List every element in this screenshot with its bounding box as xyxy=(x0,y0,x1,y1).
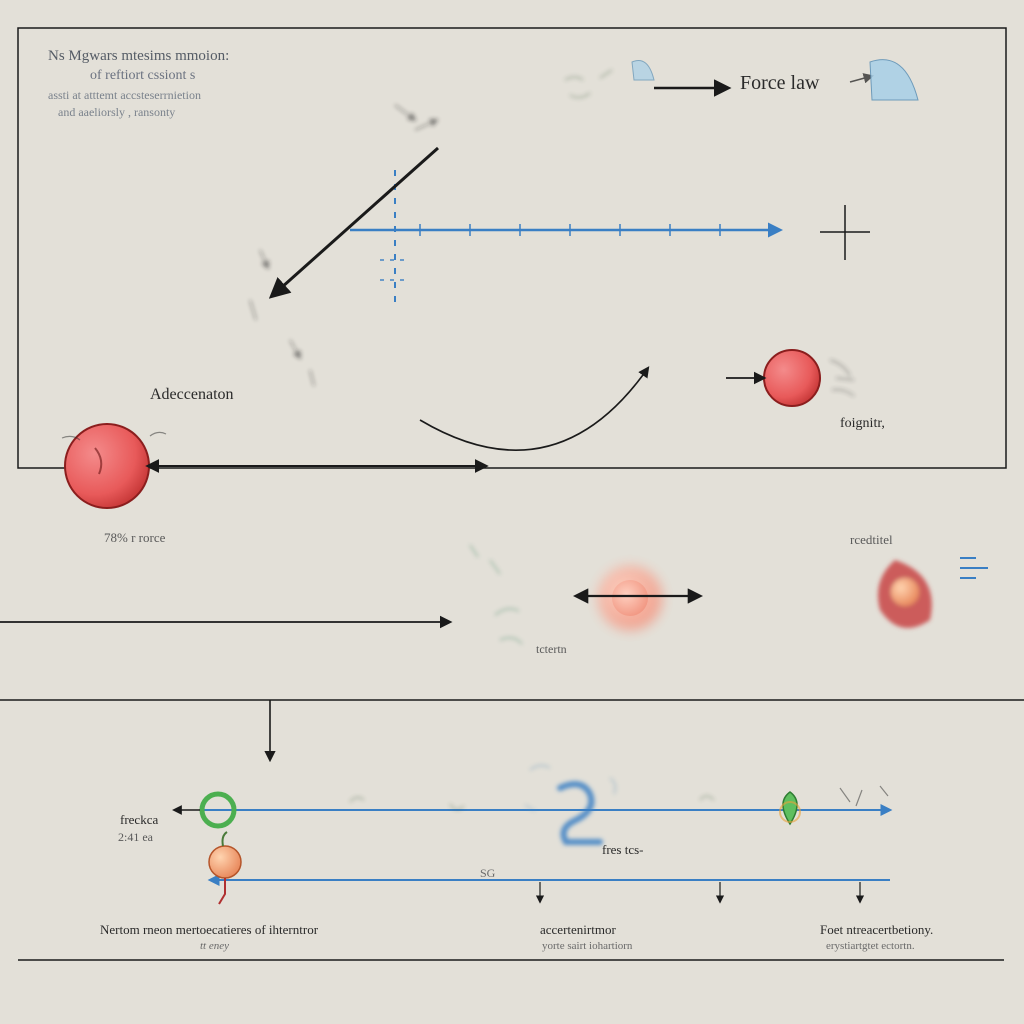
freekca-num: 2:41 ea xyxy=(118,830,153,845)
title-line4: and aaeliorsly , ransonty xyxy=(58,105,175,120)
diagram-canvas xyxy=(0,0,1024,1024)
ball-soft-red-core xyxy=(612,580,648,616)
foigrite-label: foignitr, xyxy=(840,416,885,432)
caption-2-sub: yorte sairt iohartiorn xyxy=(542,940,632,952)
force-law-label: Force law xyxy=(740,72,819,95)
force-78-label: 78% r rorce xyxy=(104,530,165,546)
caption-3-sub: erystiartgtet ectortn. xyxy=(826,940,915,952)
caption-1-sub: tt eney xyxy=(200,940,229,952)
freekca-label: freckca xyxy=(120,812,158,828)
caption-1: Nertom rneon mertoecatieres of ihterntro… xyxy=(100,922,318,938)
title-line2: of reftiort cssiont s xyxy=(90,68,195,84)
ball-orange xyxy=(209,846,241,878)
fres-tcs-label: fres tcs- xyxy=(602,842,644,858)
acceleration-label: Adeccenaton xyxy=(150,386,234,404)
title-line1: Ns Mgwars mtesims mmoion: xyxy=(48,48,229,65)
caption-3: Foet ntreacertbetiony. xyxy=(820,922,933,938)
sg-label: SG xyxy=(480,866,495,881)
background xyxy=(0,0,1024,1024)
tctertn-label: tctertn xyxy=(536,642,567,657)
title-line3: assti at atttemt accsteserrnietion xyxy=(48,88,201,103)
ball-red-right xyxy=(764,350,820,406)
ball-red-left xyxy=(65,424,149,508)
caption-2: accertenirtmor xyxy=(540,922,616,938)
recetite-label: rcedtitel xyxy=(850,532,893,548)
